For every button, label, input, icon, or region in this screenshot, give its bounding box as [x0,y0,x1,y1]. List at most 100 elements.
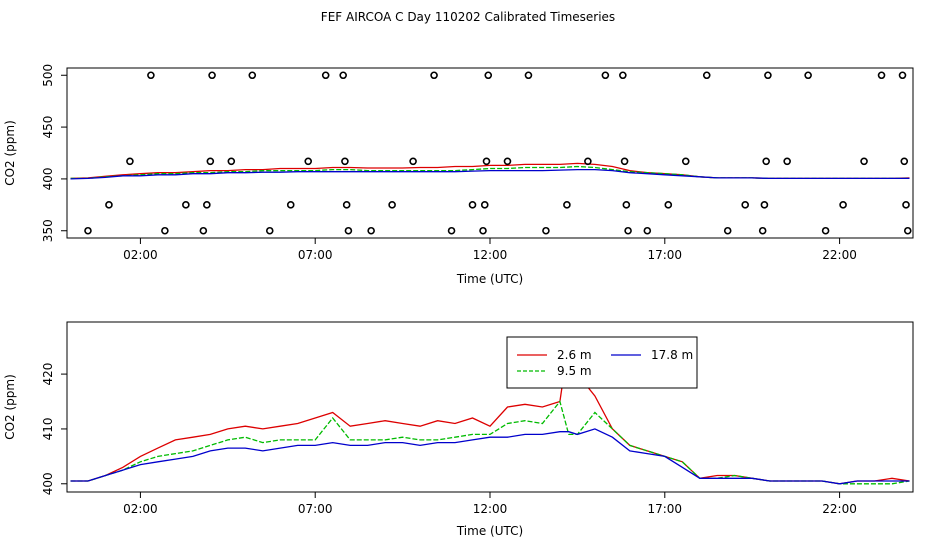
calibration-point [321,71,330,80]
calibration-point [783,157,791,166]
series-line-2-6-m [70,341,910,485]
plot-frame-top [66,67,914,239]
legend-label-17-8m: 17.8 m [651,348,693,362]
x-tick-label: 12:00 [473,502,508,516]
y-axis-label-top: CO2 (ppm) [3,120,17,186]
x-tick-label: 12:00 [473,248,508,262]
y-tick-label: 410 [41,417,55,440]
calibration-point [208,71,216,80]
x-tick-label: 22:00 [822,502,857,516]
series-group-top [70,162,910,180]
calibration-point [900,157,909,166]
calibration-point [248,71,257,80]
calibration-point [182,201,190,209]
x-axis-label-bottom: Time (UTC) [456,524,523,538]
calibration-point [265,226,274,235]
calibration-point [903,226,912,235]
y-axis-label-bottom: CO2 (ppm) [3,374,17,440]
y-axis-top: 350 400 450 500 [41,64,67,242]
x-tick-label: 22:00 [822,248,857,262]
calibration-point [203,201,211,209]
legend-label-9-5m: 9.5 m [557,364,592,378]
x-axis-bottom: 02:00 07:00 12:00 17:00 22:00 [123,492,857,516]
legend-box [506,336,698,389]
calibration-point [741,201,749,209]
calibration-point [764,71,772,80]
calibration-point [902,201,910,209]
y-tick-label: 350 [41,219,55,242]
calibration-point [762,157,770,166]
y-axis-bottom: 400 410 420 [41,363,67,495]
calibration-point [804,71,812,80]
calibration-point [681,157,690,166]
calibration-point [161,226,169,235]
calibration-point [860,157,868,166]
calibration-point [584,157,592,166]
calibration-point [480,201,489,209]
calibration-point [344,226,353,235]
calibration-point [339,71,347,80]
x-tick-label: 07:00 [298,248,333,262]
y-tick-label: 400 [41,167,55,190]
calibration-point [105,201,113,209]
calibration-point [758,226,767,235]
calibration-point [601,71,610,80]
series-group-bottom [70,341,910,485]
calibration-point [84,226,92,235]
calibration-point [839,201,847,209]
y-tick-label: 450 [41,116,55,139]
x-axis-top: 02:00 07:00 12:00 17:00 22:00 [123,238,857,262]
x-axis-label-top: Time (UTC) [456,272,523,286]
calibration-point [482,157,491,166]
calibration-point [643,226,652,235]
calibration-point [126,157,134,166]
series-line-1 [70,165,910,180]
calibration-point [484,71,493,80]
calibrated-timeseries-panel-bottom: 02:00 07:00 12:00 17:00 22:00 400 410 420 Time… [3,321,914,538]
calibration-point [898,71,907,80]
calibration-point [304,157,313,166]
calibration-point [723,226,732,235]
calibration-point [503,157,512,166]
calibration-point [821,226,830,235]
calibration-point [702,71,711,80]
series-line-9-5-m [70,400,910,485]
calibration-point [524,71,533,80]
calibration-points [84,71,912,235]
calibrated-timeseries-panel-top: 02:00 07:00 12:00 17:00 22:00 350 400 450 500 T… [3,64,914,286]
calibration-point [563,201,571,209]
calibration-point [409,157,417,166]
x-tick-label: 17:00 [647,502,682,516]
calibration-point [447,226,456,235]
calibration-point [624,226,632,235]
calibration-point [342,201,351,209]
calibration-point [367,226,375,235]
calibration-point [341,157,349,166]
x-tick-label: 07:00 [298,502,333,516]
calibration-point [286,201,295,209]
calibration-point [388,201,396,209]
series-line-17-8-m [70,428,910,485]
y-tick-label: 400 [41,472,55,495]
calibration-point [479,226,487,235]
x-tick-label: 02:00 [123,248,158,262]
calibration-point [619,71,627,80]
y-tick-label: 420 [41,363,55,386]
series-line-2 [70,168,910,180]
x-tick-label: 02:00 [123,502,158,516]
y-tick-label: 500 [41,64,55,87]
plot-frame-bottom [66,321,914,493]
calibration-point [147,71,155,80]
calibration-point [542,226,550,235]
x-tick-label: 17:00 [647,248,682,262]
calibration-point [620,157,629,166]
legend-label-2-6m: 2.6 m [557,348,592,362]
calibration-point [430,71,438,80]
legend: 2.6 m 9.5 m 17.8 m [506,336,698,389]
calibration-point [622,201,631,209]
calibration-point [468,201,477,209]
figure-title: FEF AIRCOA C Day 110202 Calibrated Times… [320,10,616,24]
calibration-point [877,71,886,80]
calibration-point [206,157,215,166]
